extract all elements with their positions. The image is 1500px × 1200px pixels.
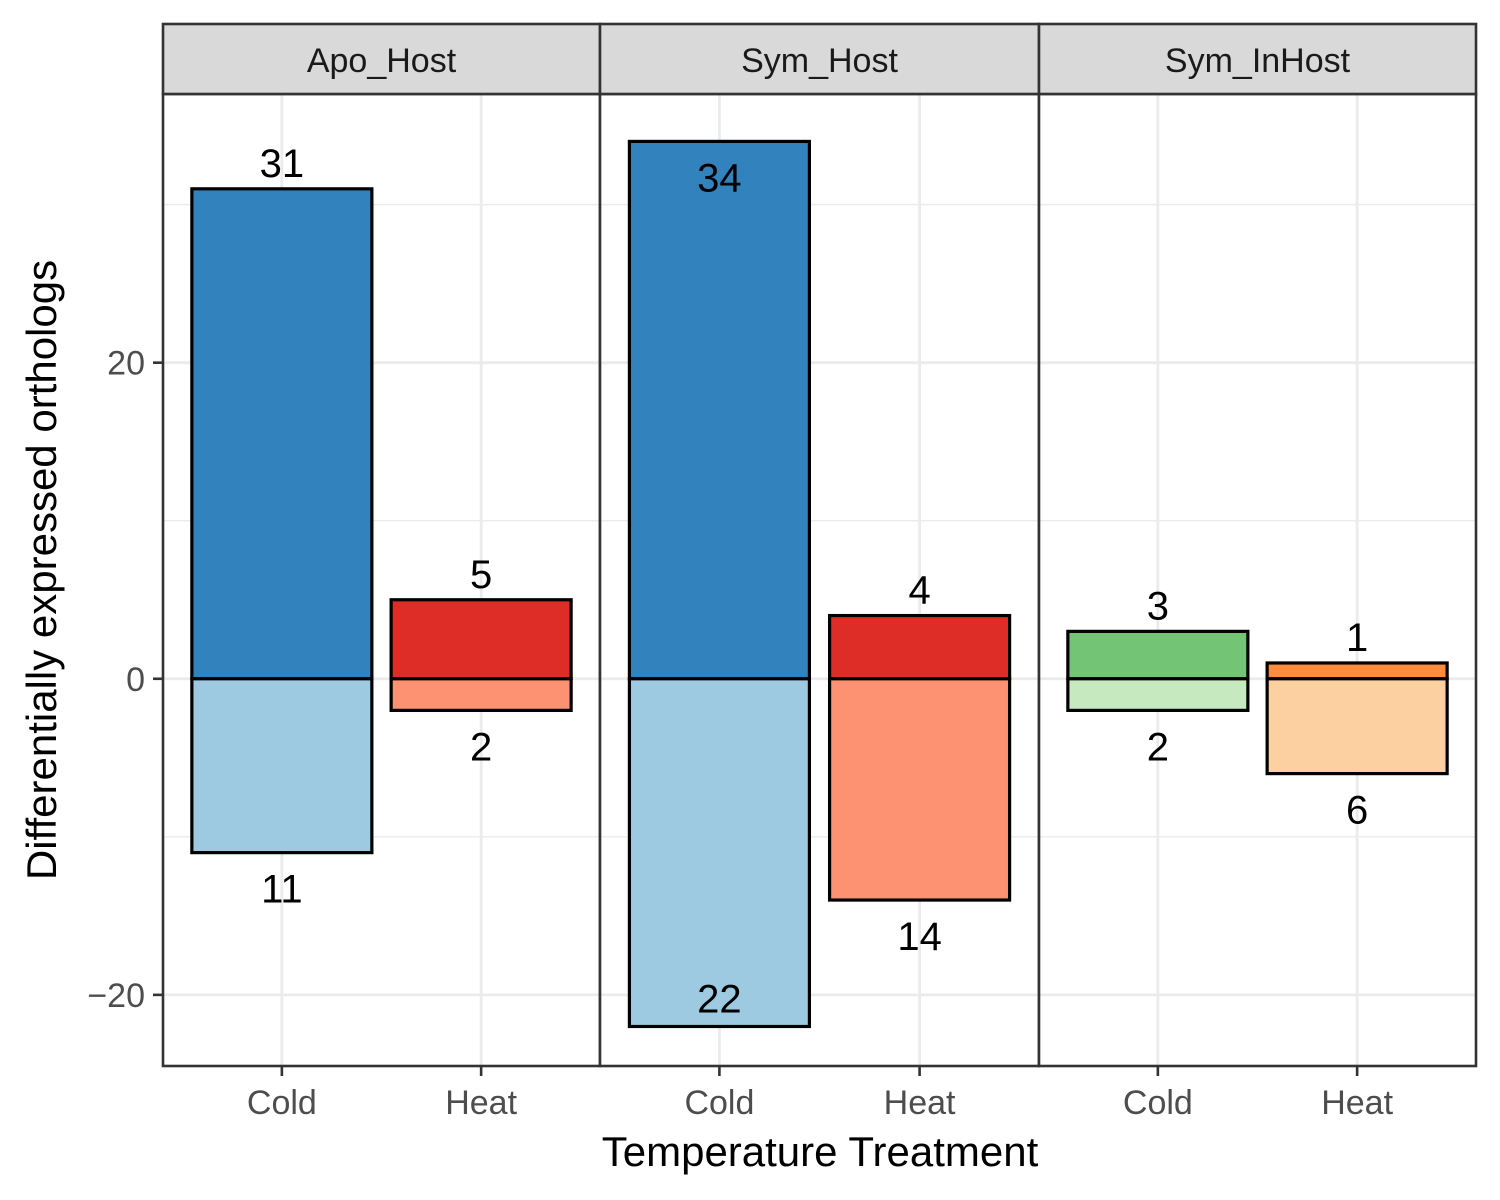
facet-label: Apo_Host bbox=[307, 42, 457, 80]
x-tick-label: Heat bbox=[1321, 1084, 1393, 1122]
facet-label: Sym_Host bbox=[741, 42, 898, 80]
x-tick-label: Cold bbox=[1123, 1084, 1193, 1122]
data-label-up: 4 bbox=[908, 569, 930, 613]
data-label-up: 31 bbox=[260, 142, 305, 186]
bar-down-cold bbox=[190, 677, 374, 855]
bar-down-cold bbox=[627, 677, 812, 1029]
bar-down-heat bbox=[827, 677, 1012, 902]
y-tick-label: 0 bbox=[126, 661, 145, 699]
x-tick-label: Cold bbox=[247, 1084, 317, 1122]
bar-up-heat bbox=[389, 598, 573, 681]
x-axis-title: Temperature Treatment bbox=[602, 1128, 1039, 1175]
bar-up-cold bbox=[190, 187, 374, 681]
bar-down-heat bbox=[389, 677, 573, 712]
bar-up-cold bbox=[1066, 629, 1250, 681]
y-tick-label: −20 bbox=[87, 977, 145, 1015]
facet-strip bbox=[161, 22, 602, 96]
facet-strip bbox=[1037, 22, 1478, 96]
x-tick-label: Heat bbox=[445, 1084, 517, 1122]
facet-strip bbox=[598, 22, 1041, 96]
x-tick-label: Cold bbox=[684, 1084, 754, 1122]
data-label-up: 5 bbox=[470, 553, 492, 597]
data-label-down: 22 bbox=[697, 977, 742, 1021]
data-label-down: 11 bbox=[261, 868, 303, 912]
x-tick-label: Heat bbox=[884, 1084, 956, 1122]
data-label-down: 2 bbox=[1147, 725, 1169, 769]
y-tick-label: 20 bbox=[107, 345, 145, 383]
bar-up-cold bbox=[627, 139, 812, 681]
y-axis: −20 0 20 bbox=[87, 345, 163, 1015]
data-label-down: 14 bbox=[897, 915, 942, 959]
data-label-up: 1 bbox=[1346, 616, 1368, 660]
data-label-up: 34 bbox=[697, 156, 742, 200]
y-axis-title: Differentially expressed orthologs bbox=[18, 260, 65, 880]
facet-label: Sym_InHost bbox=[1165, 42, 1351, 80]
bar-down-heat bbox=[1265, 677, 1449, 776]
bar-up-heat bbox=[1265, 661, 1449, 681]
bar-up-heat bbox=[827, 613, 1012, 681]
data-label-up: 3 bbox=[1147, 584, 1169, 628]
data-label-down: 6 bbox=[1346, 789, 1368, 833]
panel-apo-host: 31 11 5 2 Apo_Host Cold Heat bbox=[161, 22, 602, 1122]
data-label-down: 2 bbox=[470, 725, 492, 769]
panel-background bbox=[1039, 94, 1476, 1066]
bar-down-cold bbox=[1066, 677, 1250, 712]
panel-sym-host: 34 22 4 14 Sym_Host Cold Heat bbox=[598, 22, 1041, 1122]
panel-sym-inhost: 3 2 1 6 Sym_InHost Cold Heat bbox=[1037, 22, 1478, 1122]
